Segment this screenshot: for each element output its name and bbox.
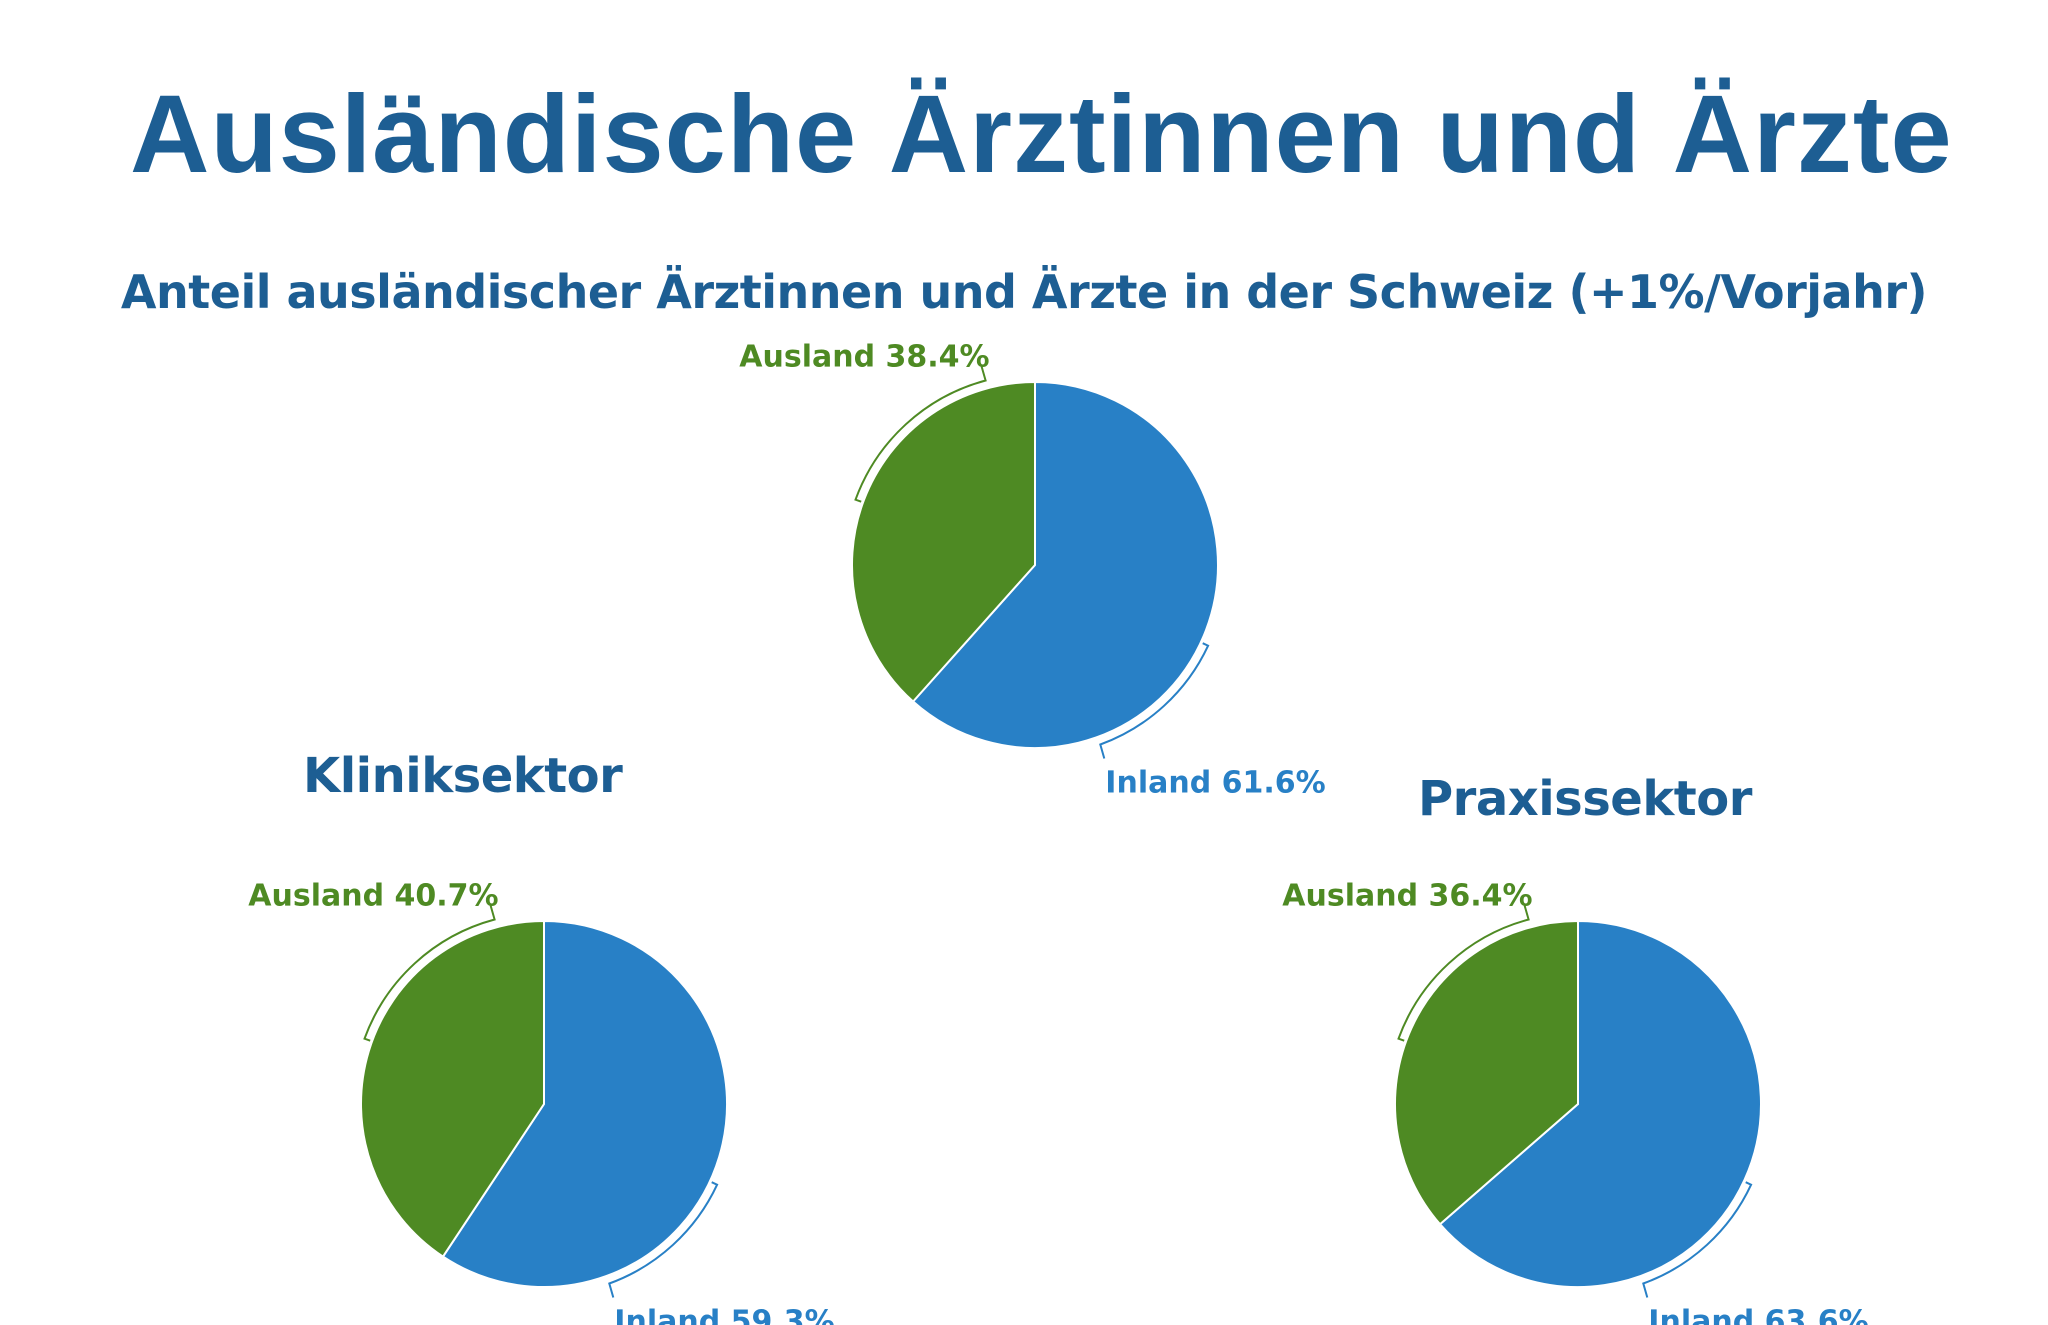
pie-2-slice-ausland — [1393, 919, 1579, 1226]
chart-title-praxis: Praxissektor — [1418, 771, 1752, 827]
pie-0-label-ausland: Ausland 38.4% — [739, 340, 989, 375]
pie-2-bracket-ausland — [1397, 905, 1530, 1042]
page-title: Ausländische Ärztinnen und Ärzte — [130, 73, 1953, 196]
pie-2-slice-inland — [1438, 919, 1762, 1288]
pie-0-label-inland: Inland 61.6% — [1105, 766, 1325, 801]
pie-1-slice-ausland — [360, 919, 545, 1258]
pie-1-label-ausland: Ausland 40.7% — [248, 879, 498, 914]
pie-0-bracket-ausland — [854, 366, 987, 503]
pie-0-bracket-inland — [1099, 642, 1210, 759]
pie-2-label-ausland: Ausland 36.4% — [1282, 879, 1532, 914]
pie-0-slice-ausland — [850, 380, 1036, 703]
chart-title-total: Anteil ausländischer Ärztinnen und Ärzte… — [120, 265, 1928, 319]
pie-0-slice-inland — [911, 380, 1219, 749]
chart-title-klinik: Kliniksektor — [303, 748, 623, 804]
pie-2-bracket-inland — [1642, 1181, 1753, 1298]
pie-1-bracket-ausland — [363, 905, 496, 1042]
pie-2-label-inland: Inland 63.6% — [1648, 1305, 1868, 1325]
pie-1-slice-inland — [441, 919, 728, 1288]
pie-1-label-inland: Inland 59.3% — [614, 1305, 834, 1325]
pie-1-bracket-inland — [608, 1181, 719, 1298]
